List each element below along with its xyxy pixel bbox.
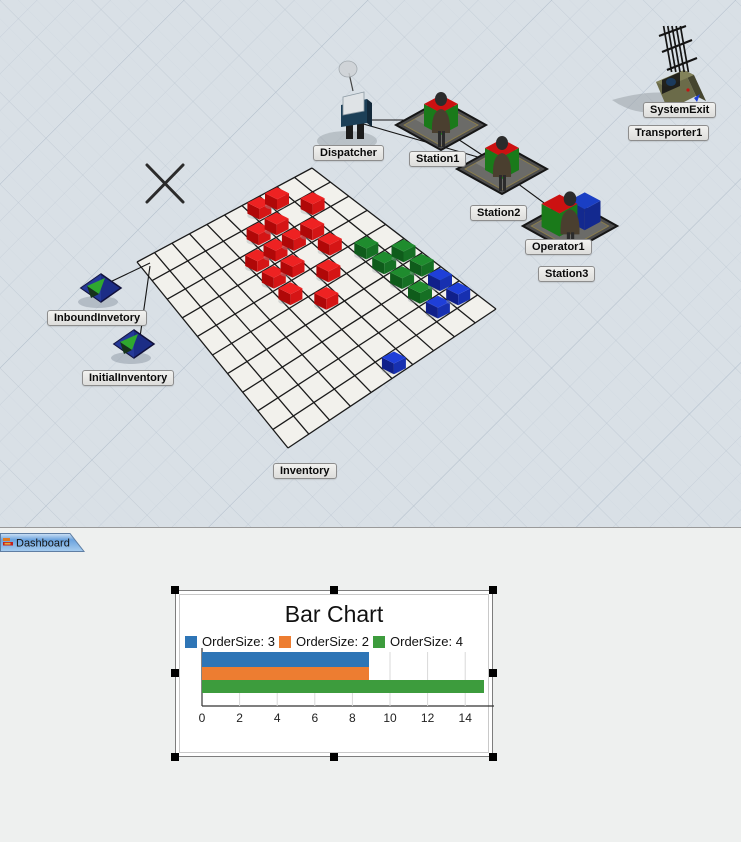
svg-text:Dashboard: Dashboard: [16, 538, 70, 550]
